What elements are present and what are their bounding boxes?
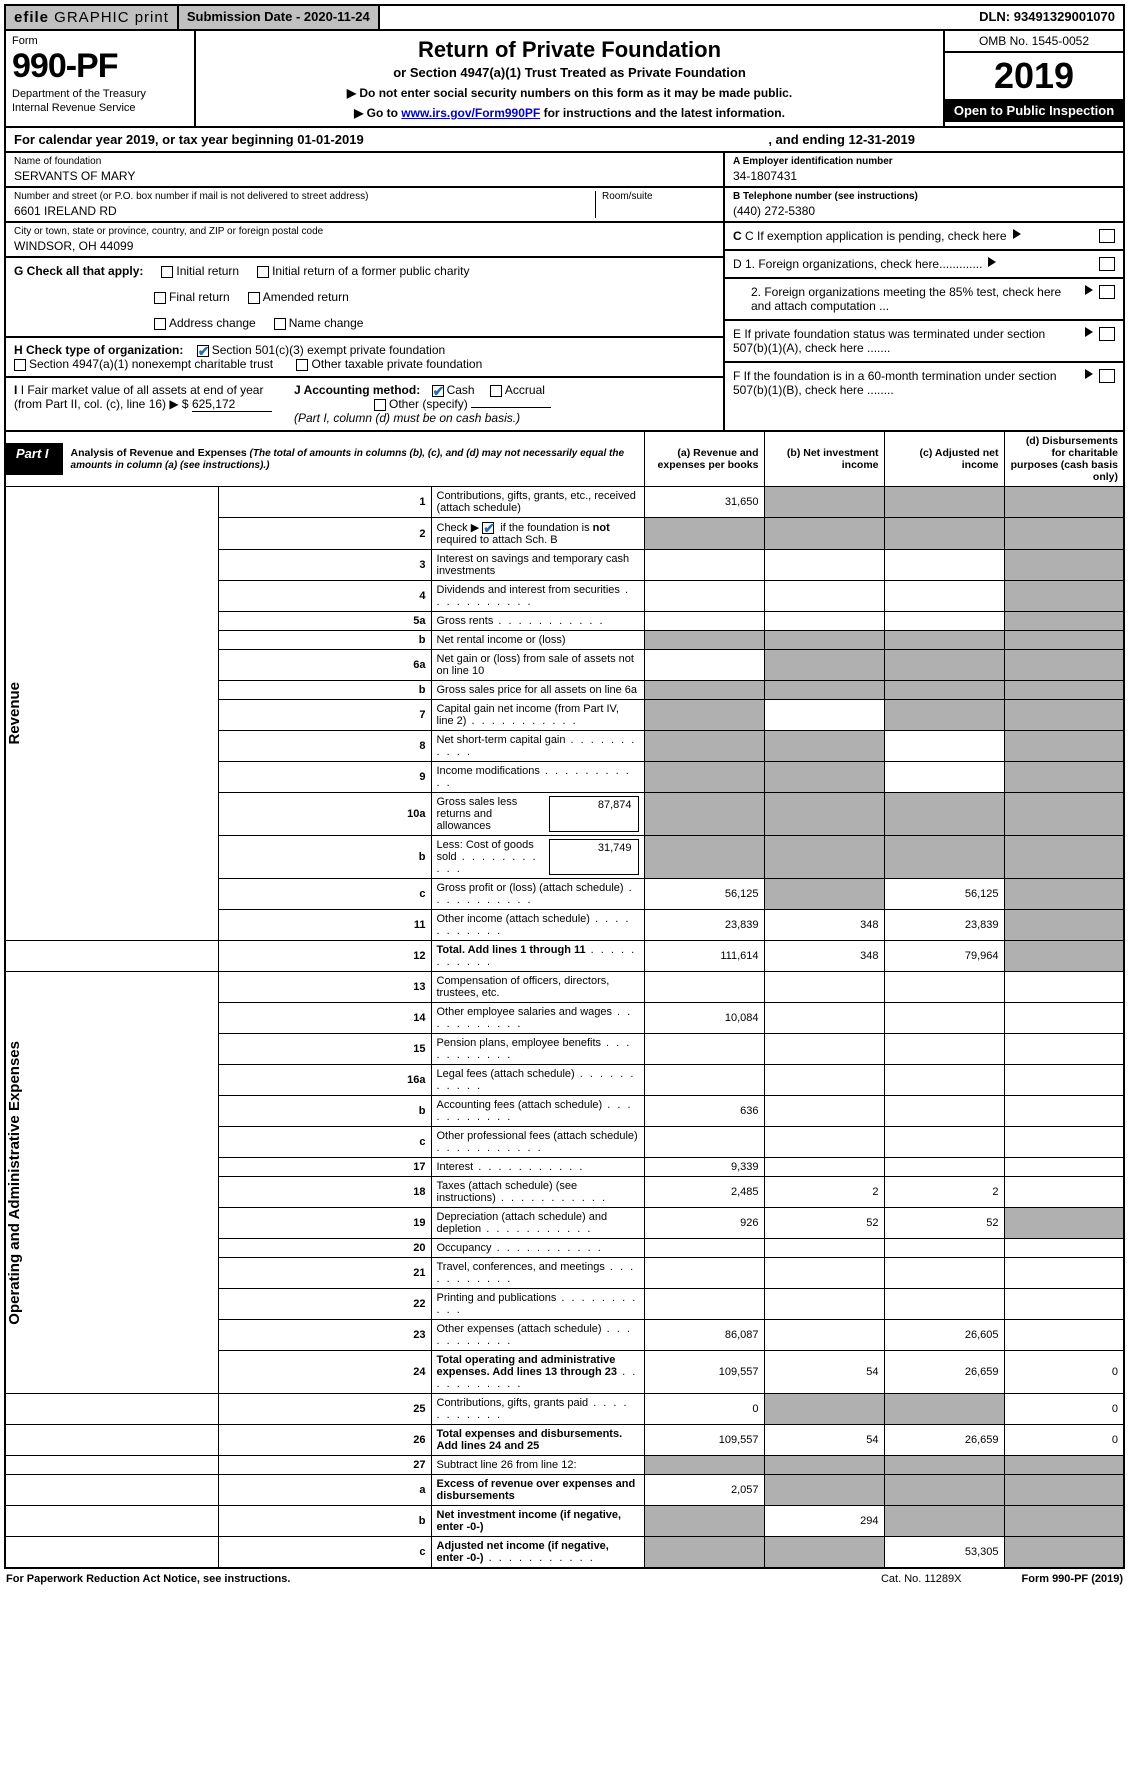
header-note2: ▶ Go to www.irs.gov/Form990PF for instru… xyxy=(206,106,933,120)
header-right: OMB No. 1545-0052 2019 Open to Public In… xyxy=(943,31,1123,126)
cb-d2[interactable] xyxy=(1099,285,1115,299)
open-public: Open to Public Inspection xyxy=(945,99,1123,122)
cb-cash[interactable] xyxy=(432,385,444,397)
dept-irs: Internal Revenue Service xyxy=(12,102,188,114)
arrow-icon xyxy=(1013,229,1021,239)
form-number: 990-PF xyxy=(12,47,188,86)
header-left: Form 990-PF Department of the Treasury I… xyxy=(6,31,196,126)
info-left: Name of foundation SERVANTS OF MARY Numb… xyxy=(6,153,723,430)
h-row: H Check type of organization: Section 50… xyxy=(6,338,723,378)
topbar: efile GRAPHIC print Submission Date - 20… xyxy=(4,4,1125,31)
col-d-header: (d) Disbursements for charitable purpose… xyxy=(1004,431,1124,487)
ij-row: I I Fair market value of all assets at e… xyxy=(6,378,723,430)
cb-final[interactable] xyxy=(154,292,166,304)
form-label: Form xyxy=(12,35,188,47)
city-box: City or town, state or province, country… xyxy=(6,223,723,258)
form-header: Form 990-PF Department of the Treasury I… xyxy=(4,31,1125,128)
phone-box: B Telephone number (see instructions) (4… xyxy=(725,188,1123,223)
topbar-spacer xyxy=(380,6,971,29)
d2-check: 2. Foreign organizations meeting the 85%… xyxy=(725,279,1123,321)
tax-year: 2019 xyxy=(945,53,1123,99)
cb-4947[interactable] xyxy=(14,359,26,371)
paperwork-notice: For Paperwork Reduction Act Notice, see … xyxy=(6,1573,290,1585)
submission-date: Submission Date - 2020-11-24 xyxy=(179,6,380,29)
dln: DLN: 93491329001070 xyxy=(971,6,1123,29)
form-title: Return of Private Foundation xyxy=(206,37,933,63)
col-c-header: (c) Adjusted net income xyxy=(884,431,1004,487)
omb-number: OMB No. 1545-0052 xyxy=(945,31,1123,53)
form-subtitle: or Section 4947(a)(1) Trust Treated as P… xyxy=(206,65,933,80)
header-note1: ▶ Do not enter social security numbers o… xyxy=(206,86,933,100)
f-check: F If the foundation is in a 60-month ter… xyxy=(725,363,1123,403)
cb-e[interactable] xyxy=(1099,327,1115,341)
address-box: Number and street (or P.O. box number if… xyxy=(6,188,723,223)
cat-number: Cat. No. 11289X xyxy=(881,1573,962,1585)
part1-table: Part I Analysis of Revenue and Expenses … xyxy=(4,430,1125,1569)
cb-c[interactable] xyxy=(1099,229,1115,243)
cb-schb[interactable] xyxy=(482,522,494,534)
part1-bar: Part I xyxy=(6,443,63,475)
col-b-header: (b) Net investment income xyxy=(764,431,884,487)
info-right: A Employer identification number 34-1807… xyxy=(723,153,1123,430)
c-check: C C If exemption application is pending,… xyxy=(725,223,1123,251)
cb-initial-former[interactable] xyxy=(257,266,269,278)
header-mid: Return of Private Foundation or Section … xyxy=(196,31,943,126)
cb-accrual[interactable] xyxy=(490,385,502,397)
irs-link[interactable]: www.irs.gov/Form990PF xyxy=(401,106,540,120)
cb-other-acct[interactable] xyxy=(374,399,386,411)
ein-box: A Employer identification number 34-1807… xyxy=(725,153,1123,188)
foundation-name-box: Name of foundation SERVANTS OF MARY xyxy=(6,153,723,188)
cb-amended[interactable] xyxy=(248,292,260,304)
efile-label: efile GRAPHIC print xyxy=(6,6,179,29)
cb-initial[interactable] xyxy=(161,266,173,278)
dept-treasury: Department of the Treasury xyxy=(12,88,188,100)
d1-check: D 1. Foreign organizations, check here..… xyxy=(725,251,1123,279)
cb-addr-change[interactable] xyxy=(154,318,166,330)
cb-name-change[interactable] xyxy=(274,318,286,330)
calendar-year-row: For calendar year 2019, or tax year begi… xyxy=(4,128,1125,153)
cb-501c3[interactable] xyxy=(197,345,209,357)
g-checks: G Check all that apply: Initial return I… xyxy=(6,258,723,338)
info-block: Name of foundation SERVANTS OF MARY Numb… xyxy=(4,153,1125,430)
cb-d1[interactable] xyxy=(1099,257,1115,271)
cb-f[interactable] xyxy=(1099,369,1115,383)
revenue-label: Revenue xyxy=(6,682,23,745)
cb-other-tax[interactable] xyxy=(296,359,308,371)
form-footer: Form 990-PF (2019) xyxy=(1022,1573,1124,1585)
e-check: E If private foundation status was termi… xyxy=(725,321,1123,363)
col-a-header: (a) Revenue and expenses per books xyxy=(644,431,764,487)
page-footer: For Paperwork Reduction Act Notice, see … xyxy=(4,1569,1125,1589)
expenses-label: Operating and Administrative Expenses xyxy=(6,1041,23,1325)
